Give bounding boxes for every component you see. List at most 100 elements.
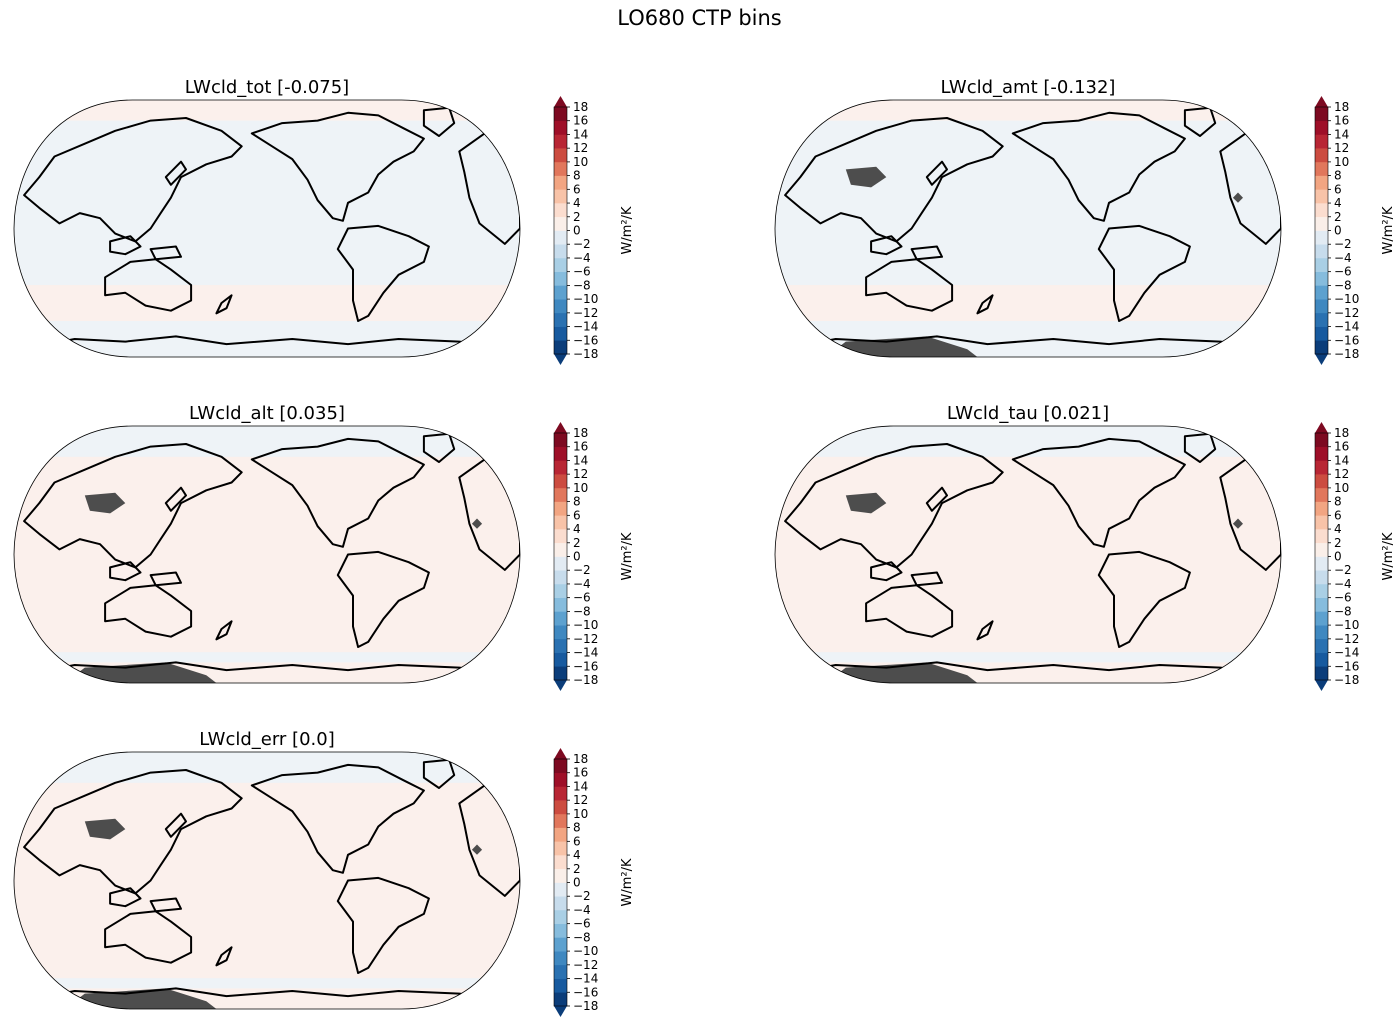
colorbar-bin: [1315, 542, 1328, 557]
colorbar-bin: [554, 841, 567, 856]
coastline: [34, 987, 500, 1000]
colorbar-tick-label: 10: [573, 481, 588, 495]
colorbar-tick-label: 18: [1334, 426, 1349, 440]
coastline: [104, 910, 193, 964]
colorbar-bin: [1315, 216, 1328, 231]
coastline: [336, 876, 430, 974]
colorbar-bin: [1315, 175, 1328, 190]
map-field: [775, 426, 1281, 683]
colorbar-bin: [554, 909, 567, 924]
field-band: [775, 652, 1281, 663]
missing-region: [845, 166, 887, 188]
coastline: [104, 258, 193, 312]
colorbar-tick-label: 18: [573, 100, 588, 114]
colorbar-tick-label: −10: [1334, 618, 1359, 632]
colorbar-bin: [554, 597, 567, 612]
coastline: [1011, 111, 1186, 222]
colorbar-tick-label: 2: [573, 862, 581, 876]
colorbar-bin: [554, 433, 567, 448]
colorbar-tick-label: −6: [573, 917, 591, 931]
colorbar-tick-label: −8: [573, 278, 591, 292]
colorbar-tick-label: 10: [1334, 481, 1349, 495]
coastline: [23, 117, 243, 243]
coastline: [250, 437, 425, 548]
coastline: [336, 550, 430, 648]
coastline: [149, 571, 182, 587]
colorbar-bin: [1315, 161, 1328, 176]
map-panel-1: LWcld_tot [-0.075]181614121086420−2−4−6−…: [13, 77, 635, 365]
colorbar-tick-label: −4: [573, 251, 591, 265]
coastline: [164, 486, 187, 512]
colorbar-tick-label: 8: [1334, 495, 1342, 509]
colorbar-tick-label: 18: [573, 426, 588, 440]
map-field: [14, 426, 520, 683]
colorbar-bin: [554, 120, 567, 135]
coastline: [422, 758, 456, 789]
colorbar-bin: [554, 175, 567, 190]
coastline: [976, 620, 994, 641]
colorbar-bin: [1315, 257, 1328, 272]
coastline: [1183, 432, 1217, 463]
colorbar-tick-label: −18: [573, 673, 598, 687]
coastline: [215, 294, 233, 315]
colorbar-tick-label: −6: [573, 591, 591, 605]
colorbar-tick-label: 12: [573, 467, 588, 481]
colorbar-bin: [554, 134, 567, 149]
colorbar-tick-label: 14: [573, 453, 588, 467]
colorbar-tick-label: −16: [1334, 659, 1359, 673]
colorbar-bin: [554, 285, 567, 300]
map-field: [14, 752, 520, 1009]
colorbar-bin: [554, 271, 567, 286]
colorbar-tick-label: 14: [573, 779, 588, 793]
colorbar-bin: [1315, 570, 1328, 585]
coastline: [164, 812, 187, 838]
colorbar-bin: [1315, 340, 1328, 355]
colorbar-tick-label: −18: [573, 347, 598, 361]
colorbar-tick-label: 16: [573, 440, 588, 454]
map-outline: [774, 425, 1282, 684]
colorbar-extend-max: [554, 96, 567, 107]
colorbar-bin: [554, 813, 567, 828]
colorbar-tick-label: −16: [573, 659, 598, 673]
colorbar-bin: [554, 570, 567, 585]
colorbar-tick-label: −8: [573, 604, 591, 618]
colorbar-bin: [1315, 611, 1328, 626]
colorbar-bin: [1315, 312, 1328, 327]
colorbar-bin: [554, 189, 567, 204]
missing-region: [471, 518, 483, 529]
colorbar-tick-label: 2: [1334, 536, 1342, 550]
colorbar-bin: [554, 611, 567, 626]
colorbar-bin: [554, 244, 567, 259]
colorbar-bin: [1315, 189, 1328, 204]
colorbar-tick-label: −2: [1334, 563, 1352, 577]
colorbar-tick-label: −2: [573, 563, 591, 577]
map-outline: [13, 99, 521, 358]
colorbar-extend-max: [1315, 96, 1328, 107]
colorbar-bin: [554, 216, 567, 231]
colorbar-tick-label: −6: [1334, 591, 1352, 605]
colorbar-tick-label: −10: [1334, 292, 1359, 306]
colorbar-bin: [1315, 134, 1328, 149]
colorbar-tick-label: 4: [1334, 196, 1342, 210]
colorbar-bin: [554, 896, 567, 911]
colorbar-tick-label: −12: [573, 306, 598, 320]
colorbar-label: W/m²/K: [620, 206, 635, 254]
colorbar-bin: [1315, 652, 1328, 667]
colorbar-bin: [554, 446, 567, 461]
colorbar-tick-label: 2: [573, 536, 581, 550]
colorbar-tick-label: 6: [573, 508, 581, 522]
colorbar-tick-label: 4: [573, 848, 581, 862]
colorbar-tick-label: −14: [573, 972, 598, 986]
field-background: [14, 752, 520, 1009]
coastline: [1097, 224, 1191, 322]
colorbar-tick-label: 12: [573, 141, 588, 155]
colorbar-tick-label: −14: [573, 646, 598, 660]
coastline: [870, 235, 903, 256]
colorbar-tick-label: 4: [573, 522, 581, 536]
map-outline: [13, 751, 521, 1010]
field-band: [14, 426, 520, 457]
colorbar-tick-label: −4: [573, 577, 591, 591]
missing-region: [84, 492, 126, 514]
